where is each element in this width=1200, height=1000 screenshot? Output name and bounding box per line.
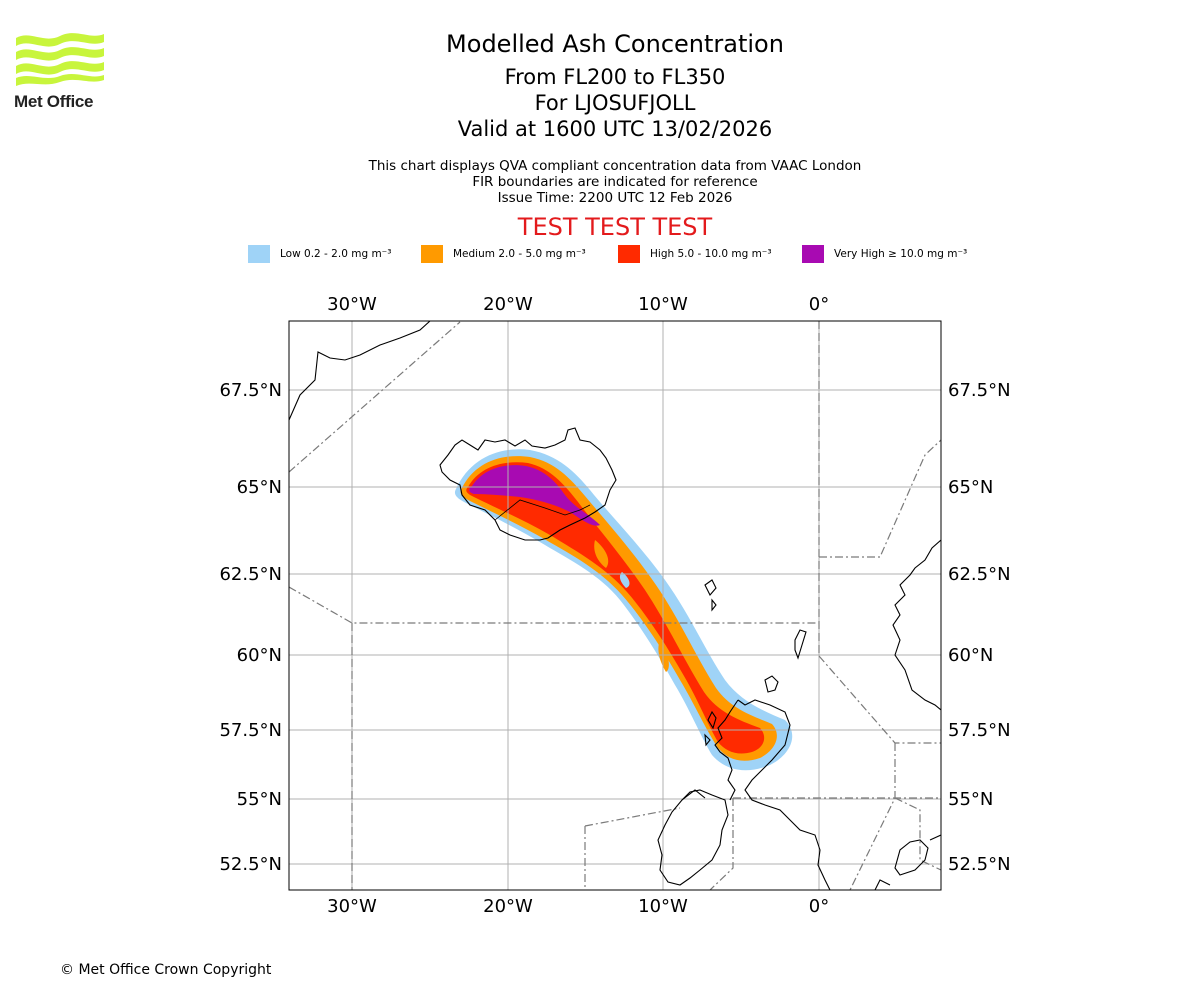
legend-item-low: Low 0.2 - 2.0 mg m⁻³ (248, 244, 391, 264)
coastlines (289, 321, 941, 890)
info-line-2: FIR boundaries are indicated for referen… (472, 174, 758, 190)
legend-item-medium: Medium 2.0 - 5.0 mg m⁻³ (421, 244, 586, 264)
fir-boundaries (289, 321, 941, 890)
legend-swatch-medium (421, 245, 443, 263)
lon-label-top: 10°W (638, 294, 688, 315)
legend-label-high: High 5.0 - 10.0 mg m⁻³ (650, 248, 772, 260)
legend-swatch-very-high (802, 245, 824, 263)
lon-label-bottom: 0° (809, 896, 829, 917)
lat-label-left: 55°N (237, 789, 282, 810)
lat-label-left: 62.5°N (219, 564, 282, 585)
legend-label-low: Low 0.2 - 2.0 mg m⁻³ (280, 248, 392, 260)
lat-label-right: 57.5°N (948, 720, 1011, 741)
graticule (289, 321, 941, 890)
lat-label-right: 55°N (948, 789, 993, 810)
lat-label-right: 62.5°N (948, 564, 1011, 585)
lat-label-left: 57.5°N (219, 720, 282, 741)
lat-label-left: 60°N (237, 645, 282, 666)
lat-label-left: 52.5°N (219, 854, 282, 875)
lon-label-bottom: 10°W (638, 896, 688, 917)
lat-label-left: 67.5°N (219, 380, 282, 401)
lat-label-right: 65°N (948, 477, 993, 498)
met-office-logo-icon (16, 33, 104, 86)
valid-time: Valid at 1600 UTC 13/02/2026 (457, 117, 773, 141)
map-frame (288, 320, 942, 891)
test-banner: TEST TEST TEST (517, 213, 713, 241)
lat-label-right: 60°N (948, 645, 993, 666)
lon-label-bottom: 30°W (327, 896, 377, 917)
lat-label-right: 67.5°N (948, 380, 1011, 401)
copyright: © Met Office Crown Copyright (60, 962, 272, 978)
lon-label-top: 20°W (483, 294, 533, 315)
legend-label-very-high: Very High ≥ 10.0 mg m⁻³ (834, 248, 968, 260)
issue-time: Issue Time: 2200 UTC 12 Feb 2026 (497, 190, 733, 206)
lat-label-right: 52.5°N (948, 854, 1011, 875)
legend-swatch-low (248, 245, 270, 263)
volcano-name: For LJOSUFJOLL (534, 91, 696, 115)
ash-band-very-high (469, 465, 600, 526)
lon-label-top: 0° (809, 294, 829, 315)
lat-label-left: 65°N (237, 477, 282, 498)
ash-patch (594, 540, 609, 568)
flight-levels: From FL200 to FL350 (504, 65, 726, 89)
info-line-1: This chart displays QVA compliant concen… (368, 158, 862, 174)
legend-item-very-high: Very High ≥ 10.0 mg m⁻³ (802, 244, 967, 264)
met-office-wordmark: Met Office (14, 92, 94, 111)
ash-band-high (466, 462, 765, 754)
lon-label-top: 30°W (327, 294, 377, 315)
chart-title: Modelled Ash Concentration (446, 30, 784, 58)
ash-patch (619, 572, 630, 588)
ash-patch (658, 640, 669, 672)
lon-label-bottom: 20°W (483, 896, 533, 917)
legend-label-medium: Medium 2.0 - 5.0 mg m⁻³ (453, 248, 586, 260)
legend-item-high: High 5.0 - 10.0 mg m⁻³ (618, 244, 772, 264)
legend-swatch-high (618, 245, 640, 263)
